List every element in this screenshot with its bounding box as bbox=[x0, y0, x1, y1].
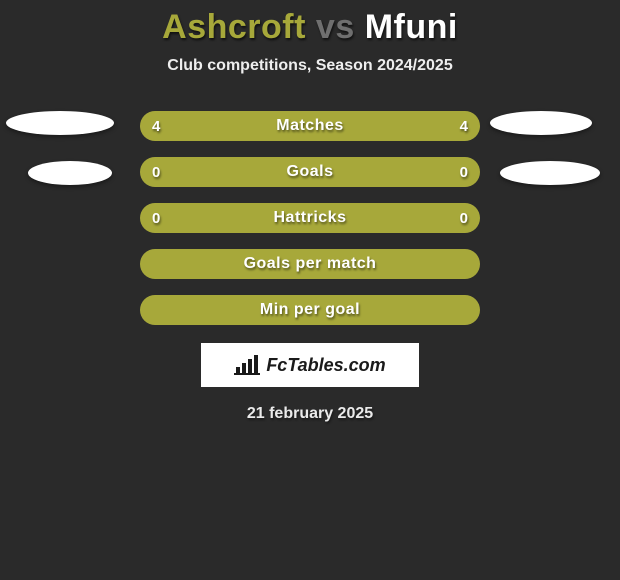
stat-row: Min per goal bbox=[0, 295, 620, 325]
stat-bar: Matches4 4 bbox=[140, 111, 480, 141]
stat-right-value: 0 bbox=[460, 203, 468, 233]
stat-right-value: 4 bbox=[460, 111, 468, 141]
stat-right-value: 0 bbox=[460, 157, 468, 187]
player1-name: Ashcroft bbox=[162, 8, 306, 46]
logo-text: FcTables.com bbox=[266, 355, 385, 376]
stat-row: Goals per match bbox=[0, 249, 620, 279]
date: 21 february 2025 bbox=[0, 405, 620, 423]
player2-name: Mfuni bbox=[365, 8, 458, 46]
stat-bar: Goals0 0 bbox=[140, 157, 480, 187]
stat-row: Matches4 4 bbox=[0, 111, 620, 141]
stat-label: Hattricks bbox=[140, 203, 480, 233]
stat-row: Goals0 0 bbox=[0, 157, 620, 187]
stat-row: Hattricks0 0 bbox=[0, 203, 620, 233]
stat-bar: Min per goal bbox=[140, 295, 480, 325]
comparison-title: Ashcroft vs Mfuni bbox=[0, 0, 620, 47]
subtitle: Club competitions, Season 2024/2025 bbox=[0, 57, 620, 75]
stat-label: Min per goal bbox=[140, 295, 480, 325]
stat-label: Goals per match bbox=[140, 249, 480, 279]
source-logo: FcTables.com bbox=[201, 343, 419, 387]
vs-separator: vs bbox=[316, 8, 355, 46]
stat-bar: Goals per match bbox=[140, 249, 480, 279]
stat-left-value: 0 bbox=[152, 203, 160, 233]
bar-chart-icon bbox=[234, 355, 260, 375]
stats-container: Matches44Goals00Hattricks00Goals per mat… bbox=[0, 111, 620, 325]
stat-bar: Hattricks0 0 bbox=[140, 203, 480, 233]
stat-left-value: 4 bbox=[152, 111, 160, 141]
stat-label: Goals bbox=[140, 157, 480, 187]
stat-label: Matches bbox=[140, 111, 480, 141]
stat-left-value: 0 bbox=[152, 157, 160, 187]
